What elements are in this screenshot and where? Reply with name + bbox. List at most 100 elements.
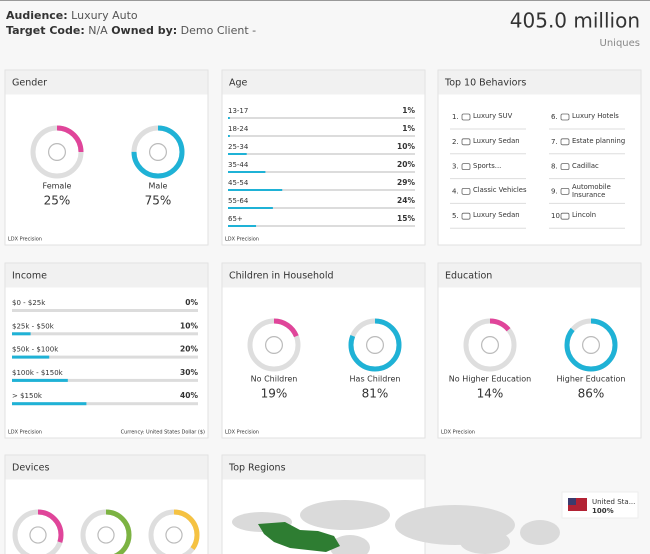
donut-icon [265, 336, 284, 355]
donut-arc [131, 125, 185, 179]
behavior-label-box: Cadillac [572, 161, 599, 170]
bar-label: > $150k [12, 392, 43, 400]
bar-value: 0% [185, 298, 198, 307]
bar-track [228, 153, 415, 155]
behavior-icon [560, 138, 570, 146]
bar-value: 20% [180, 345, 198, 354]
map-land [300, 500, 390, 530]
bar-label: $100k - $150k [12, 369, 64, 377]
card-footer: LDX Precision [225, 430, 259, 436]
bar [12, 355, 50, 359]
card [437, 69, 642, 246]
behavior-icon [560, 163, 570, 171]
bar-label: 45-54 [228, 179, 249, 187]
behavior-icon [560, 113, 570, 121]
bar-track [228, 135, 415, 137]
bar-track [228, 117, 415, 119]
bar-track [228, 225, 415, 227]
target-value: N/A [88, 24, 108, 37]
bar [228, 189, 283, 191]
behavior-label-box: Classic Vehicles [473, 186, 527, 194]
donut-icon [97, 526, 115, 544]
card-title: Top Regions [228, 463, 286, 474]
card-header [438, 70, 641, 95]
behavior-label: Luxury SUV [473, 112, 513, 120]
bar [228, 135, 230, 137]
donut-value: 86% [578, 387, 605, 401]
card-title: Devices [12, 463, 49, 474]
bar [12, 332, 31, 336]
behavior-icon [461, 163, 471, 171]
card-header [222, 455, 425, 480]
card-header [438, 263, 641, 288]
donut-icon [47, 143, 66, 162]
behavior-rank: 1. [452, 113, 459, 121]
legend-flag-canton [568, 498, 576, 505]
behavior-label-box: Sports... [473, 162, 501, 170]
donut-arc [564, 318, 618, 372]
audience-value: Luxury Auto [71, 9, 138, 22]
donut-arc [463, 318, 517, 372]
bar-track [12, 402, 198, 406]
behavior-label: Estate planning [572, 136, 626, 145]
bar [12, 402, 87, 406]
donut-icon [165, 526, 183, 544]
card-title: Income [12, 271, 47, 282]
bar-track [12, 332, 198, 336]
behavior-rank: 10. [551, 212, 562, 220]
bar [228, 171, 266, 173]
behavior-icon [560, 212, 570, 220]
behavior-label-box: Luxury SUV [473, 112, 513, 120]
behavior-label: Luxury Hotels [572, 112, 619, 120]
donut-label: Has Children [350, 375, 401, 384]
region-area [258, 522, 340, 552]
bar-track [228, 189, 415, 191]
behavior-rank: 3. [452, 163, 459, 171]
target-label: Target Code: [6, 24, 85, 37]
map-land [460, 530, 510, 554]
bar-track [12, 309, 198, 312]
behavior-label-box: Estate planning [572, 136, 626, 145]
donut-label: No Children [251, 375, 298, 384]
card-title: Age [229, 78, 248, 89]
behavior-icon [461, 187, 471, 195]
donut-icon [481, 336, 500, 355]
card-header [5, 70, 208, 95]
behavior-rank: 8. [551, 163, 558, 171]
donut-icon [149, 143, 168, 162]
behavior-rank: 6. [551, 113, 558, 121]
legend-label: United Sta... [592, 498, 635, 506]
donut-arc [148, 509, 200, 554]
bar [228, 225, 257, 227]
card [221, 262, 426, 439]
donut-value: 81% [362, 387, 389, 401]
card-header [5, 263, 208, 288]
total-unit: Uniques [600, 38, 640, 49]
bar-value: 10% [180, 321, 198, 330]
target-line: Target Code: N/A Owned by: Demo Client - [6, 24, 256, 37]
donut-arc [80, 509, 132, 554]
behavior-rank: 4. [452, 187, 459, 195]
donut-arc [247, 318, 301, 372]
card [4, 262, 209, 439]
donut-label: No Higher Education [449, 375, 531, 384]
card-header [222, 70, 425, 95]
card-title: Gender [12, 78, 47, 89]
bar-label: 18-24 [228, 125, 249, 133]
bar-label: 65+ [228, 215, 243, 223]
behavior-label-box: Lincoln [572, 211, 596, 219]
donut-icon [29, 526, 47, 544]
behavior-label-box: Automobile Insurance [572, 183, 611, 199]
card-footer: LDX Precision [8, 430, 42, 436]
behavior-label-box: Luxury Sedan [473, 137, 520, 145]
behavior-label: Cadillac [572, 161, 599, 170]
card-header [5, 455, 208, 480]
audience-label: Audience: [6, 9, 68, 22]
map-land [330, 535, 370, 554]
currency-note: Currency: United States Dollar ($) [121, 430, 205, 436]
bar-value: 24% [397, 196, 415, 205]
bar-label: 25-34 [228, 143, 249, 151]
map-land [520, 520, 560, 545]
donut-arc [12, 509, 64, 554]
